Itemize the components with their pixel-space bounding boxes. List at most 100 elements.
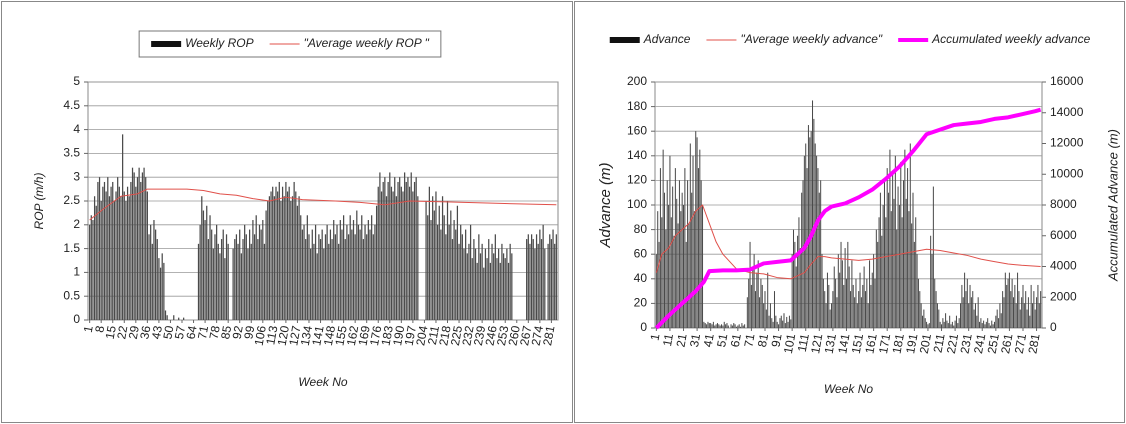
bar	[905, 198, 907, 328]
bar	[901, 217, 903, 328]
bar	[919, 291, 921, 328]
bar	[726, 323, 728, 328]
bar	[150, 224, 152, 320]
bar	[663, 192, 666, 328]
bar	[935, 291, 937, 328]
y2-tick-label: 12000	[1050, 136, 1084, 150]
x-tick-label: 71	[741, 332, 757, 348]
bar	[235, 234, 238, 320]
bar	[928, 323, 930, 328]
bar	[164, 310, 167, 320]
bar	[784, 323, 786, 328]
bar	[1034, 309, 1036, 328]
bar	[687, 180, 689, 328]
bar	[310, 248, 312, 320]
bar	[133, 172, 135, 320]
bar	[108, 196, 111, 320]
bar	[858, 291, 860, 328]
bar	[225, 234, 228, 320]
bar	[740, 326, 742, 328]
bar	[392, 191, 394, 320]
bar	[945, 313, 947, 328]
x-tick-label: 51	[714, 332, 730, 348]
bar	[1000, 313, 1002, 328]
bar	[257, 239, 259, 320]
bar	[759, 297, 761, 328]
bar	[537, 243, 539, 320]
bar	[493, 253, 495, 320]
bar	[333, 220, 335, 320]
bar	[878, 217, 880, 328]
bar	[435, 191, 437, 320]
bar	[678, 180, 680, 328]
bar	[915, 217, 917, 328]
bar	[413, 181, 416, 320]
bar	[102, 186, 104, 320]
bar	[894, 155, 896, 328]
x-tick-label: 29	[126, 324, 142, 340]
x-tick-label: 141	[309, 324, 326, 346]
bar	[746, 297, 748, 328]
bar	[362, 239, 365, 320]
bar	[797, 235, 799, 328]
bar	[907, 168, 909, 328]
x-tick-label: 92	[230, 324, 246, 340]
bar	[780, 315, 782, 328]
bar	[369, 229, 371, 320]
bar	[655, 254, 657, 328]
bar	[494, 234, 496, 320]
bar	[930, 235, 932, 328]
bar	[217, 243, 219, 320]
bar	[833, 266, 835, 328]
bar	[288, 186, 290, 320]
bar	[136, 177, 139, 320]
bar	[669, 155, 671, 328]
bar	[960, 303, 962, 328]
bar	[886, 168, 888, 328]
x-tick-label: 101	[781, 332, 798, 354]
bar	[873, 254, 875, 328]
bar	[308, 234, 310, 320]
x-tick-label: 191	[903, 332, 920, 354]
x-tick-label: 201	[917, 332, 934, 354]
bar	[836, 297, 838, 328]
bar	[432, 196, 434, 320]
bar	[222, 229, 224, 320]
bar	[465, 229, 467, 320]
bar	[270, 191, 272, 320]
x-tick-label: 221	[944, 332, 961, 354]
bar	[484, 248, 487, 320]
bar	[453, 220, 455, 320]
x-tick-label: 148	[321, 324, 338, 346]
bar	[1038, 303, 1040, 328]
bar	[359, 229, 361, 320]
bar	[764, 291, 766, 328]
bar	[779, 318, 781, 328]
bar	[989, 325, 991, 328]
bar	[90, 215, 92, 320]
bar	[877, 241, 879, 328]
bar	[845, 278, 847, 328]
bar	[253, 234, 256, 320]
bar	[862, 284, 864, 328]
bar	[123, 191, 125, 320]
bar	[961, 284, 963, 328]
x-tick-label: 181	[890, 332, 907, 354]
bar	[262, 220, 264, 320]
bar	[1033, 291, 1035, 328]
legend-swatch	[609, 37, 640, 43]
bar	[130, 181, 132, 320]
bar	[816, 155, 818, 328]
bar	[917, 278, 919, 328]
x-tick-label: 241	[971, 332, 988, 354]
bar	[532, 239, 534, 320]
bar	[936, 303, 938, 328]
bar	[491, 243, 493, 320]
bar	[258, 224, 261, 320]
y-tick-label: 0	[73, 312, 80, 326]
x-tick-label: 261	[998, 332, 1015, 354]
bar	[97, 181, 99, 320]
bar	[773, 291, 776, 328]
x-tick-label: 251	[985, 332, 1002, 354]
